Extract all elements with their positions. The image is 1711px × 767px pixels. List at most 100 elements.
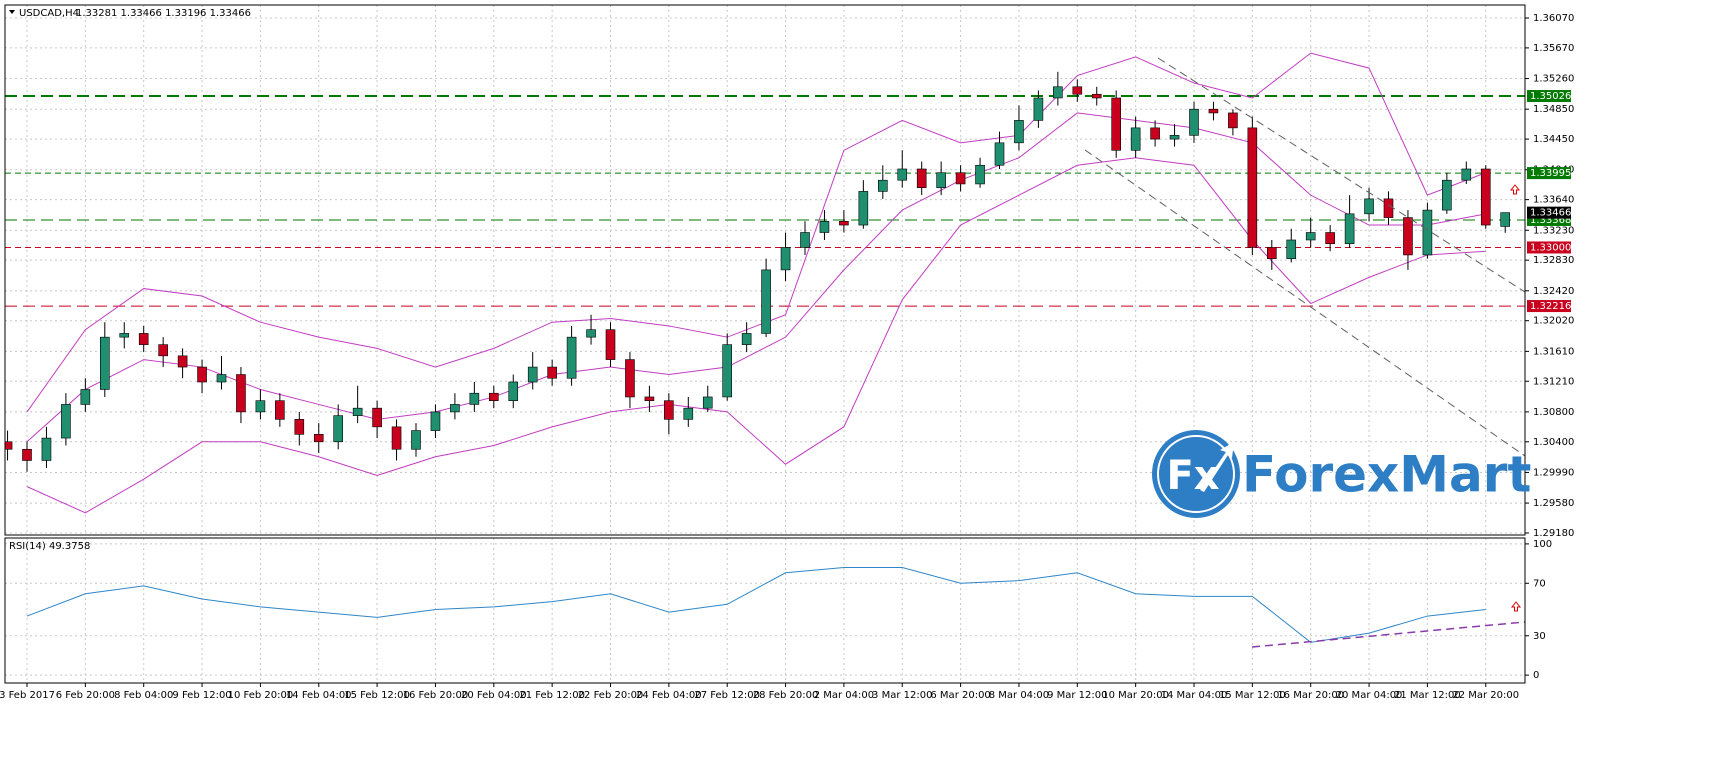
quote: 1.33281 1.33466 1.33196 1.33466	[76, 8, 251, 19]
candle-down	[1480, 168, 1491, 226]
rsi-y-tick-label: 100	[1533, 539, 1552, 550]
candle-up	[566, 336, 577, 379]
candle-up	[975, 164, 985, 185]
level-label-box	[1527, 241, 1571, 254]
candle-down	[1208, 108, 1219, 114]
candle-down	[625, 359, 635, 398]
candle-up	[508, 381, 519, 401]
candle-down	[372, 407, 382, 428]
band-middle	[26, 112, 1486, 443]
y-tick-label: 1.34450	[1533, 134, 1574, 145]
y-tick-label: 1.32830	[1533, 255, 1574, 266]
logo-ring	[1157, 435, 1235, 513]
candle-down	[916, 168, 927, 188]
x-tick-label: 20 Mar 04:00	[1336, 690, 1403, 701]
y-tick-label: 1.34850	[1533, 104, 1574, 115]
price-plot	[5, 5, 1525, 535]
x-tick-label: 22 Feb 20:00	[578, 690, 644, 701]
rsi-plot	[5, 538, 1525, 683]
rsi-title: RSI(14) 49.3758	[9, 541, 90, 552]
candle-up	[450, 404, 460, 413]
candle-up	[683, 407, 694, 420]
candle-up	[1169, 135, 1180, 140]
rsi-line	[26, 567, 1486, 643]
x-tick-label: 8 Mar 04:00	[989, 690, 1049, 701]
candle-down	[664, 400, 674, 420]
x-tick-label: 21 Mar 12:00	[1394, 690, 1461, 701]
current-price-label: 1.33466	[1530, 208, 1571, 219]
x-tick-label: 24 Feb 04:00	[636, 690, 702, 701]
trend-lines	[1084, 57, 1525, 457]
candle-up	[819, 221, 830, 233]
candle-down	[294, 419, 305, 435]
x-tick-label: 15 Mar 12:00	[1219, 690, 1286, 701]
trend-line	[1157, 57, 1525, 293]
candle-up	[1130, 127, 1141, 151]
logo: Fx ForexMart	[1152, 430, 1531, 518]
candle-up	[741, 333, 752, 345]
x-tick-label: 14 Mar 04:00	[1161, 690, 1228, 701]
candle-up	[430, 411, 441, 431]
candle-down	[1072, 86, 1083, 95]
candle-down	[138, 333, 149, 345]
candle-up	[800, 232, 810, 248]
up-arrow	[1509, 184, 1521, 195]
band-lower	[26, 157, 1486, 514]
candle-up	[1344, 213, 1355, 245]
y-tick-label: 1.36070	[1533, 13, 1574, 24]
candle-down	[177, 355, 188, 368]
symbol-title: USDCAD,H4	[19, 8, 79, 19]
candle-up	[1189, 108, 1199, 136]
candle-down	[488, 392, 499, 401]
y-tick-label: 1.30800	[1533, 407, 1574, 418]
level-label: 1.33995	[1530, 168, 1571, 179]
level-label: 1.32216	[1530, 301, 1571, 312]
current-price-box	[1527, 206, 1571, 219]
x-tick-label: 3 Feb 2017	[0, 690, 55, 701]
y-tick-label: 1.30400	[1533, 437, 1574, 448]
x-tick-label: 22 Mar 20:00	[1452, 690, 1519, 701]
candle-down	[197, 366, 207, 383]
candle-down	[839, 221, 849, 226]
y-tick-label: 1.29580	[1533, 498, 1574, 509]
candle-down	[547, 366, 557, 379]
candle-up	[877, 179, 888, 192]
candle-up	[119, 333, 130, 338]
x-tick-label: 16 Feb 20:00	[403, 690, 469, 701]
candle-down	[1228, 112, 1238, 129]
candle-up	[1033, 97, 1044, 121]
y-tick-label: 1.32420	[1533, 286, 1574, 297]
candle-down	[391, 426, 402, 450]
x-tick-label: 10 Mar 20:00	[1102, 690, 1169, 701]
logo-name: ForexMart	[1242, 446, 1531, 504]
price-frame	[4, 4, 1526, 536]
candle-up	[100, 336, 110, 390]
y-tick-label: 1.29990	[1533, 467, 1574, 478]
candle-up	[936, 172, 946, 188]
candle-down	[236, 374, 246, 413]
candle-up	[1014, 120, 1024, 144]
x-tick-label: 6 Mar 20:00	[930, 690, 990, 701]
candle-up	[469, 392, 480, 405]
candle-down	[1267, 247, 1277, 259]
candle-up	[1461, 168, 1472, 181]
y-tick-label: 1.29180	[1533, 528, 1574, 539]
x-tick-label: 14 Feb 04:00	[286, 690, 352, 701]
y-tick-label: 1.33640	[1533, 195, 1574, 206]
logo-arrow	[1200, 442, 1234, 492]
candle-down	[5, 441, 13, 450]
candle-up	[1286, 239, 1297, 259]
candle-up	[41, 437, 52, 461]
menu-triangle	[9, 10, 15, 14]
y-tick-label: 1.35670	[1533, 43, 1574, 54]
candle-up	[702, 396, 713, 409]
candle-up	[216, 374, 227, 383]
x-tick-label: 15 Feb 12:00	[344, 690, 410, 701]
candle-up	[780, 247, 791, 271]
candle-down	[313, 434, 324, 443]
candle-down	[158, 344, 168, 357]
x-tick-label: 27 Feb 12:00	[694, 690, 760, 701]
x-tick-label: 21 Feb 12:00	[519, 690, 585, 701]
candle-down	[1247, 127, 1258, 248]
